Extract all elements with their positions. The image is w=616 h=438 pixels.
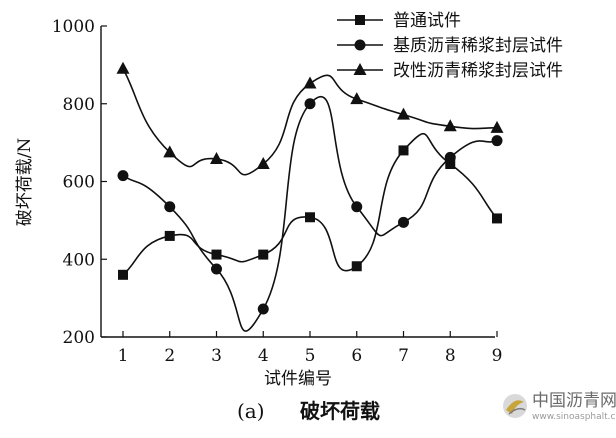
watermark: 中国沥青网 www.sinoasphalt.com: [503, 391, 616, 422]
y-tick-label: 400: [63, 250, 95, 270]
legend-label: 改性沥青稀浆封层试件: [393, 61, 563, 81]
circle-marker: [257, 303, 269, 315]
x-axis-ticks: 1 2 3 4 5 6 7 8 9: [118, 331, 503, 366]
circle-marker: [491, 135, 503, 147]
x-axis-title: 试件编号: [264, 369, 332, 389]
x-tick-label: 6: [351, 346, 362, 366]
triangle-marker: [256, 157, 270, 170]
x-tick-label: 5: [305, 346, 316, 366]
square-marker: [351, 261, 362, 272]
triangle-marker: [116, 61, 130, 74]
x-tick-label: 2: [164, 346, 175, 366]
triangle-marker: [490, 120, 504, 133]
x-tick-label: 7: [398, 346, 409, 366]
x-tick-label: 3: [211, 346, 222, 366]
triangle-marker: [443, 119, 457, 132]
legend-square-marker: [355, 15, 365, 25]
caption-label: (a): [237, 399, 265, 423]
square-marker: [211, 249, 222, 260]
square-marker: [118, 269, 128, 280]
x-tick-label: 1: [118, 346, 129, 366]
circle-marker: [398, 216, 409, 228]
legend-item: 普通试件: [337, 11, 461, 31]
y-axis-title: 破坏荷载/N: [15, 138, 35, 227]
square-marker: [164, 230, 175, 241]
series-layer: [116, 61, 504, 332]
square-marker: [445, 159, 456, 170]
circle-marker: [351, 201, 363, 213]
circle-marker: [304, 98, 316, 110]
triangle-marker: [350, 92, 364, 105]
y-tick-label: 1000: [52, 17, 95, 37]
watermark-logo-icon: [503, 394, 527, 418]
triangle-marker: [397, 107, 410, 120]
square-marker: [258, 249, 269, 260]
legend-label: 普通试件: [393, 11, 461, 31]
series-3: [116, 61, 504, 176]
series-line: [122, 132, 498, 276]
square-marker: [492, 213, 502, 224]
legend-item: 基质沥青稀浆封层试件: [337, 36, 563, 56]
x-tick-label: 4: [258, 346, 269, 366]
x-tick-label: 9: [492, 346, 503, 366]
square-marker: [398, 145, 409, 156]
chart-title: 破坏荷载: [300, 399, 380, 423]
series-line: [122, 68, 498, 176]
square-marker: [305, 212, 315, 223]
series-1: [118, 132, 502, 280]
circle-marker: [444, 151, 456, 163]
series-line: [122, 95, 498, 332]
legend-item: 改性沥青稀浆封层试件: [337, 61, 563, 81]
triangle-marker: [163, 145, 177, 158]
y-tick-label: 600: [63, 173, 95, 193]
triangle-marker: [303, 76, 317, 89]
circle-marker: [164, 201, 176, 213]
series-2: [117, 95, 503, 332]
y-tick-label: 200: [63, 328, 95, 348]
x-tick-label: 8: [445, 346, 456, 366]
legend-label: 基质沥青稀浆封层试件: [393, 36, 563, 56]
legend-circle-marker: [354, 39, 366, 51]
watermark-text: 中国沥青网: [532, 391, 616, 411]
y-axis-ticks: 200 400 600 800 1000: [52, 17, 107, 348]
watermark-url: www.sinoasphalt.com: [532, 412, 616, 422]
circle-marker: [211, 263, 222, 275]
triangle-marker: [210, 151, 223, 164]
legend-triangle-marker: [353, 63, 367, 75]
circle-marker: [117, 170, 129, 182]
y-tick-label: 800: [63, 95, 95, 115]
